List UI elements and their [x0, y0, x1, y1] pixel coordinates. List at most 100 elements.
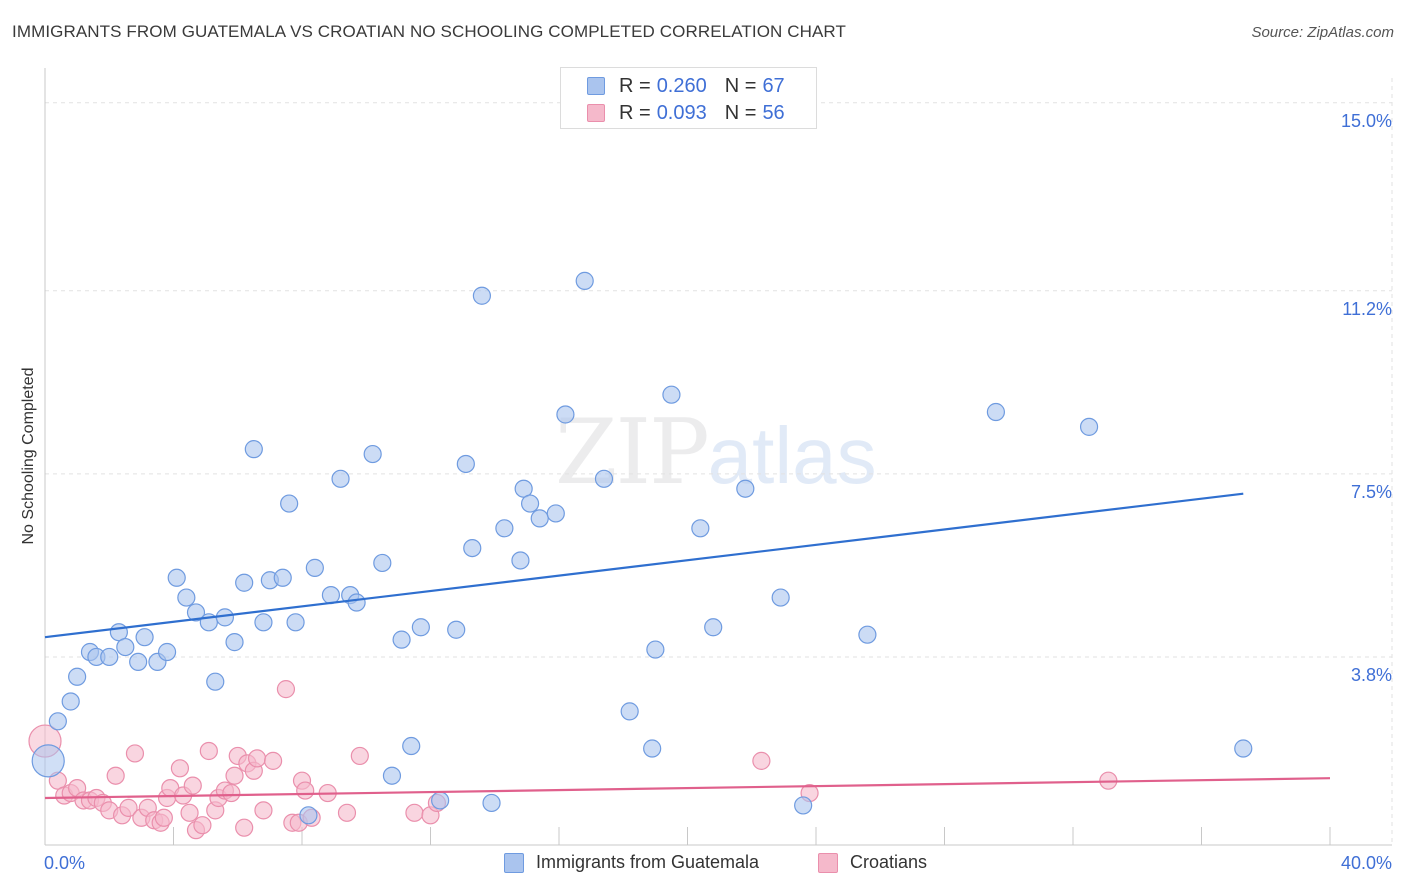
y-tick-label: 15.0% — [1340, 110, 1392, 131]
point-guatemala — [594, 469, 614, 488]
point-guatemala — [392, 630, 411, 649]
point-guatemala — [373, 553, 392, 573]
point-croatians — [263, 751, 283, 770]
point-croatians — [752, 751, 771, 770]
point-guatemala — [575, 271, 594, 290]
point-guatemala — [771, 588, 790, 607]
point-guatemala — [556, 405, 575, 424]
legend-r-label: R = — [619, 74, 651, 97]
point-guatemala — [704, 618, 723, 637]
point-croatians — [106, 766, 125, 785]
legend-r-label: R = — [619, 101, 651, 124]
point-guatemala — [61, 692, 80, 711]
point-guatemala — [382, 766, 402, 785]
point-guatemala — [363, 444, 382, 464]
point-guatemala — [794, 796, 813, 815]
point-croatians — [276, 680, 296, 699]
point-guatemala — [116, 637, 135, 657]
point-guatemala — [177, 588, 196, 607]
point-guatemala — [157, 642, 177, 662]
legend-swatch-guatemala — [504, 852, 524, 873]
legend-swatch-guatemala — [587, 77, 605, 95]
point-croatians — [254, 801, 273, 820]
point-guatemala — [620, 702, 639, 721]
point-guatemala — [530, 509, 549, 528]
source-credit: Source: ZipAtlas.com — [1251, 24, 1394, 41]
point-guatemala — [482, 793, 501, 813]
point-guatemala — [736, 479, 755, 498]
watermark-zip: ZIP — [555, 400, 710, 505]
point-guatemala — [662, 385, 681, 404]
point-guatemala — [68, 667, 87, 686]
point-guatemala — [691, 519, 710, 538]
point-guatemala — [986, 402, 1006, 422]
x-tick-label-max: 40.0% — [1340, 853, 1392, 873]
legend-item-croatians: Croatians — [818, 852, 927, 873]
series-legend: Immigrants from Guatemala Croatians — [0, 852, 1406, 878]
point-guatemala — [225, 633, 244, 652]
point-guatemala — [411, 618, 430, 637]
point-guatemala — [463, 538, 482, 558]
point-croatians — [405, 803, 424, 822]
point-guatemala — [495, 519, 514, 538]
point-guatemala — [402, 736, 421, 756]
point-guatemala — [643, 739, 662, 758]
watermark: ZIPatlas — [555, 400, 877, 505]
legend-row-croatians: R = 0.093 N = 56 — [587, 101, 785, 125]
point-guatemala — [447, 620, 466, 639]
point-croatians — [180, 803, 199, 822]
y-tick-label: 7.5% — [1350, 481, 1392, 502]
point-guatemala — [186, 603, 206, 622]
point-guatemala — [273, 568, 292, 587]
trendline-guatemala — [44, 492, 1244, 639]
point-guatemala — [235, 573, 254, 592]
point-guatemala — [286, 613, 305, 632]
point-guatemala — [280, 494, 299, 513]
point-guatemala — [48, 712, 67, 731]
point-guatemala — [244, 440, 263, 459]
legend-row-guatemala: R = 0.260 N = 67 — [587, 74, 785, 98]
legend-n-label: N = — [724, 74, 757, 97]
point-guatemala — [321, 586, 341, 605]
point-guatemala — [431, 791, 450, 810]
point-guatemala — [520, 494, 540, 513]
watermark-atlas: atlas — [707, 411, 877, 500]
legend-label-guatemala: Immigrants from Guatemala — [536, 852, 760, 872]
point-croatians — [183, 776, 202, 795]
point-croatians — [337, 803, 357, 822]
point-guatemala — [456, 454, 475, 474]
point-guatemala — [858, 625, 877, 644]
point-croatians — [222, 783, 241, 803]
y-tick-label: 3.8% — [1350, 664, 1392, 685]
legend-swatch-croatians — [587, 104, 605, 122]
x-tick-label-min: 0.0% — [44, 853, 86, 873]
y-tick-label: 11.2% — [1342, 298, 1392, 319]
point-guatemala — [129, 652, 148, 672]
point-croatians — [199, 741, 218, 761]
point-croatians — [350, 746, 369, 766]
point-guatemala — [135, 628, 154, 647]
point-guatemala — [472, 286, 491, 305]
correlation-legend: R = 0.260 N = 67 R = 0.093 N = 56 — [560, 67, 817, 129]
point-guatemala — [511, 551, 530, 570]
trendline-croatians — [44, 777, 1331, 800]
point-guatemala — [167, 568, 186, 587]
point-croatians — [193, 816, 212, 835]
point-guatemala — [305, 558, 324, 577]
legend-n-value: 56 — [762, 101, 785, 124]
legend-n-value: 67 — [762, 74, 785, 97]
legend-swatch-croatians — [818, 852, 838, 873]
point-guatemala — [206, 672, 225, 691]
point-guatemala — [546, 504, 565, 523]
point-croatians — [247, 749, 267, 768]
point-guatemala — [347, 593, 366, 612]
point-guatemala — [1079, 417, 1099, 436]
chart-title: IMMIGRANTS FROM GUATEMALA VS CROATIAN NO… — [12, 22, 846, 41]
point-croatians — [235, 818, 254, 837]
legend-r-value: 0.093 — [656, 101, 707, 124]
point-croatians — [125, 744, 145, 763]
point-guatemala — [31, 744, 65, 778]
legend-label-croatians: Croatians — [850, 852, 928, 872]
point-croatians — [225, 766, 244, 785]
